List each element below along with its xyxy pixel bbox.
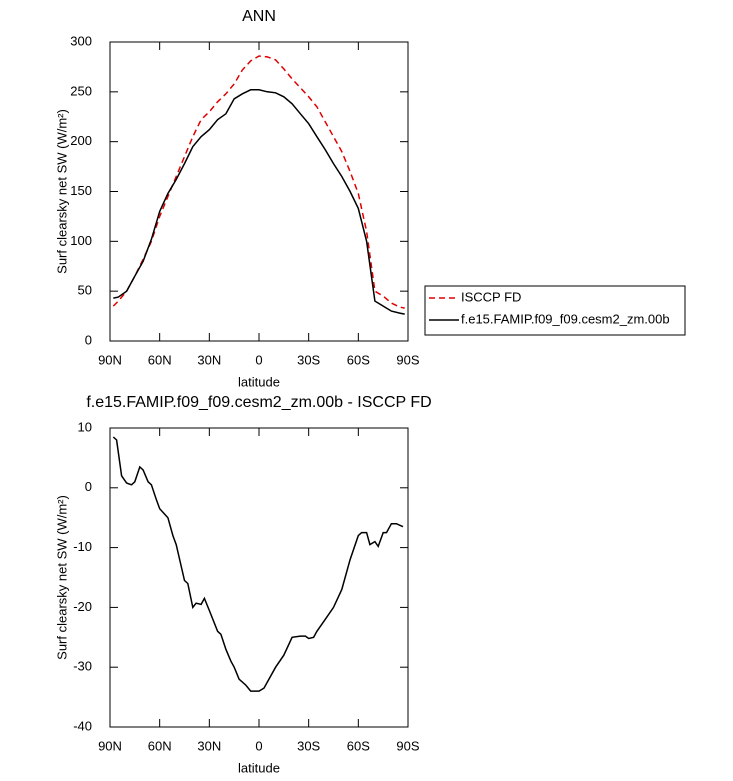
x-tick-label: 60N — [148, 738, 172, 753]
y-tick-label: 50 — [78, 283, 92, 298]
data-line — [113, 89, 405, 315]
x-axis-label: latitude — [238, 374, 280, 389]
y-tick-label: 200 — [70, 133, 92, 148]
x-tick-label: 30S — [297, 352, 320, 367]
x-tick-label: 90S — [396, 738, 419, 753]
x-tick-label: 60S — [347, 738, 370, 753]
x-tick-label: 90N — [98, 352, 122, 367]
y-tick-label: 0 — [85, 332, 92, 347]
y-tick-label: 10 — [78, 419, 92, 434]
y-tick-label: -40 — [73, 718, 92, 733]
x-tick-label: 60S — [347, 352, 370, 367]
x-tick-label: 60N — [148, 352, 172, 367]
y-tick-label: -30 — [73, 659, 92, 674]
x-axis-label: latitude — [238, 760, 280, 775]
legend-box — [424, 285, 686, 336]
chart-title: ANN — [242, 8, 276, 25]
legend-label: f.e15.FAMIP.f09_f09.cesm2_zm.00b — [461, 311, 670, 326]
x-tick-label: 0 — [255, 738, 262, 753]
y-tick-label: -20 — [73, 599, 92, 614]
x-tick-label: 90S — [396, 352, 419, 367]
x-tick-label: 90N — [98, 738, 122, 753]
x-tick-label: 30S — [297, 738, 320, 753]
y-tick-label: 150 — [70, 183, 92, 198]
y-tick-label: 0 — [85, 479, 92, 494]
y-tick-label: 100 — [70, 233, 92, 248]
y-tick-label: -10 — [73, 539, 92, 554]
data-line — [112, 55, 405, 309]
plot-frame — [109, 41, 409, 342]
plot-frame — [109, 427, 409, 728]
data-line — [112, 436, 404, 692]
x-tick-label: 30N — [197, 738, 221, 753]
legend-label: ISCCP FD — [461, 289, 521, 304]
x-tick-label: 0 — [255, 352, 262, 367]
y-axis-label: Surf clearsky net SW (W/m²) — [54, 109, 69, 274]
y-tick-label: 300 — [70, 33, 92, 48]
y-axis-label: Surf clearsky net SW (W/m²) — [54, 495, 69, 660]
chart-title: f.e15.FAMIP.f09_f09.cesm2_zm.00b - ISCCP… — [86, 394, 431, 411]
x-tick-label: 30N — [197, 352, 221, 367]
y-tick-label: 250 — [70, 83, 92, 98]
